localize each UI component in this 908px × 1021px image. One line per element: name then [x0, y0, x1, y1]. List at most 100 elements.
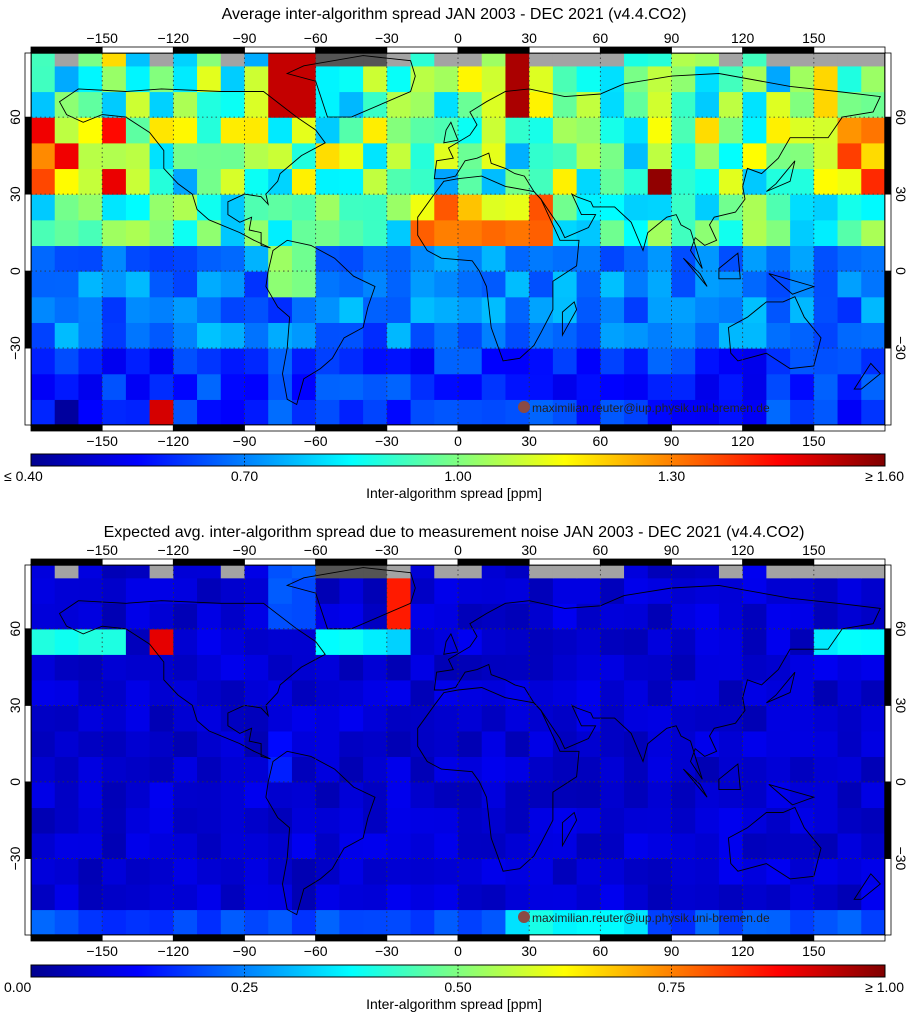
grid-cell [647, 858, 673, 885]
colorbar-tick-label: 0.50 [444, 979, 471, 995]
grid-cell [600, 781, 625, 809]
grid-cell [790, 117, 815, 144]
grid-cell [718, 730, 744, 757]
grid-cell [647, 245, 673, 272]
grid-cell [529, 577, 554, 604]
grid-cell [434, 565, 459, 579]
grid-cell [624, 194, 649, 221]
grid-cell [837, 781, 862, 809]
grid-cell [837, 654, 862, 681]
grid-cell [173, 858, 198, 885]
grid-cell [742, 756, 767, 783]
grid-cell [173, 194, 198, 221]
grid-cell [315, 756, 340, 783]
grid-cell [695, 705, 720, 732]
grid-cell [291, 322, 317, 349]
lon-label-top: 90 [664, 542, 680, 558]
grid-cell [505, 245, 530, 272]
grid-cell [220, 322, 246, 349]
grid-cell [861, 296, 886, 323]
grid-cell [458, 883, 483, 911]
lon-label-top: −90 [233, 542, 257, 558]
grid-cell [386, 271, 412, 298]
grid-cell [790, 322, 815, 349]
border-bar-left [24, 193, 32, 272]
grid-cell [481, 91, 507, 118]
grid-cell [363, 756, 388, 783]
grid-cell [529, 399, 554, 426]
grid-cell [220, 577, 246, 604]
grid-cell [624, 373, 649, 400]
grid-cell [434, 399, 459, 426]
grid-cell [125, 348, 151, 375]
grid-cell [861, 577, 886, 604]
grid-cell [220, 565, 246, 579]
grid-cell [837, 91, 862, 118]
grid-cell [386, 756, 412, 783]
grid-cell [315, 883, 340, 911]
coastline [718, 763, 741, 791]
grid-cell [363, 705, 388, 732]
grid-cell [861, 142, 886, 170]
grid-cell [576, 399, 601, 426]
grid-cell [31, 909, 56, 936]
grid-cell [813, 705, 839, 732]
grid-cell [481, 142, 507, 170]
grid-cell [624, 245, 649, 272]
grid-cell [291, 271, 317, 298]
grid-cell [220, 807, 246, 834]
grid-cell [837, 679, 862, 706]
grid-cell [813, 296, 839, 323]
grid-cell [125, 705, 151, 732]
grid-cell [31, 322, 56, 349]
grid-cell [813, 909, 839, 936]
grid-cell [54, 65, 80, 93]
grid-cell [363, 65, 388, 93]
grid-cell [600, 832, 625, 860]
grid-cell [766, 756, 791, 783]
grid-cell [102, 654, 127, 681]
grid-cell [410, 91, 435, 118]
grid-cell [671, 271, 696, 298]
grid-cell [339, 399, 364, 426]
grid-cell [458, 858, 483, 885]
border-bar-right [884, 781, 892, 859]
grid-cell [339, 577, 364, 604]
grid-cell [742, 603, 767, 630]
grid-cell [576, 807, 601, 834]
grid-cell [552, 705, 578, 732]
grid-cell [671, 399, 696, 426]
grid-cell [339, 65, 364, 93]
grid-cell [173, 65, 198, 93]
colorbar [30, 453, 886, 467]
grid-cell [197, 373, 222, 400]
grid-cell [458, 909, 483, 936]
grid-cell [149, 628, 174, 655]
grid-cell [861, 219, 886, 247]
grid-cell [363, 730, 388, 757]
grid-cell [220, 53, 246, 67]
map-border-bars [24, 46, 892, 432]
grid-cell [813, 781, 839, 809]
grid-cell [244, 730, 269, 757]
grid-cell [315, 909, 340, 936]
grid-cell [102, 807, 127, 834]
grid-cell [624, 679, 649, 706]
border-bar-right [884, 704, 892, 783]
grid-cell [576, 65, 601, 93]
grid-cell [766, 654, 791, 681]
grid-cell [624, 296, 649, 323]
grid-cell [291, 565, 317, 579]
grid-cell [434, 705, 459, 732]
grid-cell [742, 832, 767, 860]
grid-cell [552, 53, 578, 67]
grid-cell [742, 117, 767, 144]
coastline [417, 175, 580, 362]
grid-cell [861, 348, 886, 375]
grid-cell [458, 65, 483, 93]
grid-cell [434, 909, 459, 936]
grid-cell [742, 705, 767, 732]
lon-label-bottom: 0 [454, 943, 462, 959]
lat-label-right: 0 [893, 267, 908, 275]
grid-cell [434, 296, 459, 323]
